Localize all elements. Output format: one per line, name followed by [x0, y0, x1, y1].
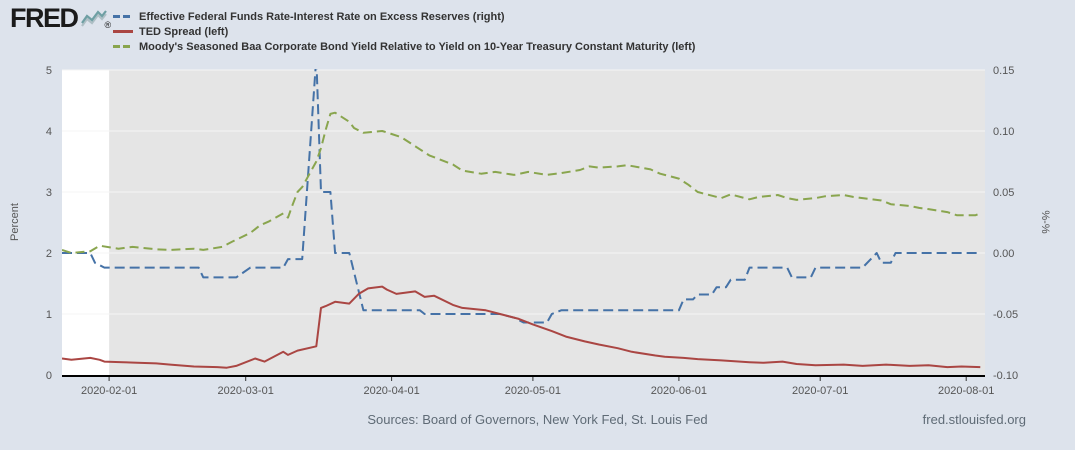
legend-item-baa-10y: Moody's Seasoned Baa Corporate Bond Yiel…	[113, 39, 695, 54]
right-axis-tick-label: -0.05	[993, 309, 1018, 321]
fred-logo-chart-icon	[80, 10, 107, 27]
x-axis-tick-label: 2020-05-01	[505, 385, 561, 397]
right-axis-tick-label: 0.10	[993, 126, 1014, 138]
right-axis-tick-label: 0.00	[993, 248, 1014, 260]
right-axis-tick-label: 0.15	[993, 65, 1014, 77]
legend-swatch-baa-10y	[113, 45, 133, 48]
fred-logo: FRED ®	[10, 3, 111, 33]
plot-background	[62, 70, 985, 375]
left-axis-tick-label: 2	[46, 248, 52, 260]
fred-logo-text: FRED	[10, 3, 79, 33]
left-axis-tick-label: 4	[46, 126, 52, 138]
left-axis-tick-label: 3	[46, 187, 52, 199]
series-line-effr-minus-ioer	[62, 69, 981, 324]
x-axis-tick-label: 2020-07-01	[792, 385, 848, 397]
footer-sources: Sources: Board of Governors, New York Fe…	[367, 412, 708, 427]
legend-item-ted-spread: TED Spread (left)	[113, 24, 695, 39]
x-axis-tick-label: 2020-03-01	[218, 385, 274, 397]
legend-swatch-effr-ioer	[113, 15, 133, 18]
right-axis-tick-label: 0.05	[993, 187, 1014, 199]
left-axis-tick-label: 0	[46, 370, 52, 382]
right-axis-tick-label: -0.10	[993, 370, 1018, 382]
right-axis-title: %-%	[1039, 210, 1051, 234]
legend-item-effr-ioer: Effective Federal Funds Rate-Interest Ra…	[113, 9, 695, 24]
legend-swatch-ted-spread	[113, 30, 133, 33]
x-axis-tick-label: 2020-08-01	[938, 385, 994, 397]
left-axis-tick-label: 1	[46, 309, 52, 321]
footer-site-link[interactable]: fred.stlouisfed.org	[922, 412, 1026, 427]
pre-period-background	[62, 70, 110, 375]
chart-legend: Effective Federal Funds Rate-Interest Ra…	[113, 9, 695, 54]
left-axis-title: Percent	[9, 203, 21, 241]
x-axis-tick-label: 2020-02-01	[81, 385, 137, 397]
series-line-ted-spread	[62, 285, 981, 369]
legend-label-baa-10y: Moody's Seasoned Baa Corporate Bond Yiel…	[139, 40, 696, 53]
series-line-baa-minus-10y-treasury	[62, 111, 981, 254]
legend-label-ted-spread: TED Spread (left)	[139, 25, 229, 38]
left-axis-tick-label: 5	[46, 65, 52, 77]
legend-label-effr-ioer: Effective Federal Funds Rate-Interest Ra…	[139, 10, 505, 23]
registered-trademark-symbol: ®	[104, 20, 112, 30]
x-axis-tick-label: 2020-06-01	[651, 385, 707, 397]
x-axis-tick-label: 2020-04-01	[363, 385, 419, 397]
